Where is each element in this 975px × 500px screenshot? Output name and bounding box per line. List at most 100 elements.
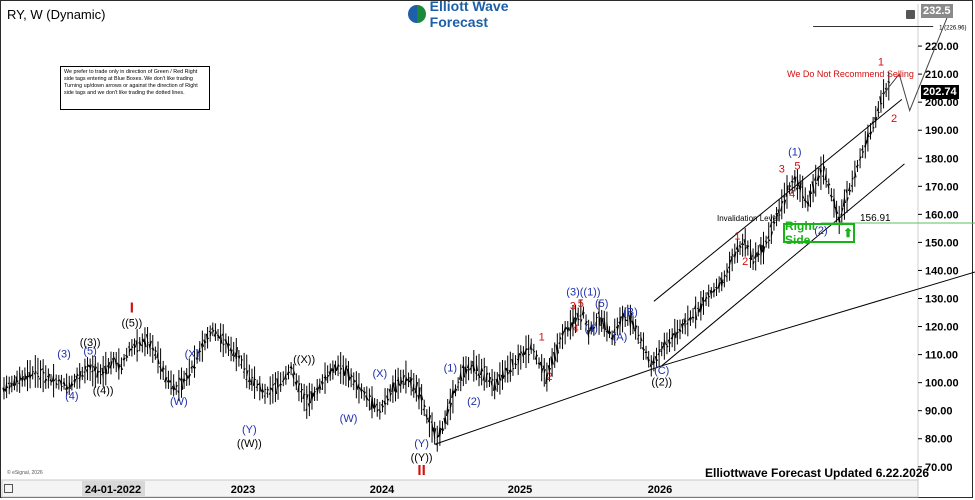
price-bar-open [51, 374, 55, 382]
price-bar-close [311, 392, 314, 401]
price-bar-close [791, 180, 794, 183]
price-bar-close [747, 245, 750, 248]
price-bar-close [473, 366, 476, 372]
price-bar-open [161, 365, 164, 373]
price-bar-close [6, 385, 9, 389]
price-bar-open [743, 239, 746, 246]
price-bar-close [716, 287, 719, 290]
price-bar-close [486, 372, 489, 375]
price-bar-close [105, 365, 108, 375]
price-bar-close [319, 384, 322, 390]
wave-label: (2) [814, 225, 827, 237]
price-bar-close [342, 367, 345, 376]
price-bar-close [379, 410, 382, 413]
price-bar-open [566, 327, 569, 331]
price-bar-close [180, 376, 184, 390]
price-bar-open [456, 385, 459, 388]
invalidation-value: 156.91 [860, 213, 891, 224]
price-bar-open [404, 378, 407, 386]
price-bar-close [55, 382, 58, 386]
price-bar-open [652, 356, 655, 365]
price-bar-close [564, 326, 567, 331]
wave-label: (A) [613, 332, 628, 344]
price-bar-open [258, 382, 261, 386]
price-bar-open [44, 378, 47, 383]
price-bar-close [353, 379, 356, 384]
wave-label: (C) [654, 365, 669, 377]
price-bar-close [468, 368, 471, 371]
wave-label: ((2)) [651, 376, 672, 388]
price-bar-close [593, 326, 596, 329]
price-bar-open [511, 358, 514, 367]
price-bar-close [559, 336, 562, 340]
price-bar-close [757, 252, 760, 256]
wave-label: 4 [573, 323, 579, 335]
y-tick-label: 190.00 [925, 125, 959, 137]
price-bar-close [165, 377, 168, 382]
price-bar-close [770, 231, 774, 237]
price-bar-open [793, 175, 796, 180]
price-bar-open [153, 353, 156, 356]
price-bar-close [627, 312, 630, 317]
price-bar-close [194, 366, 197, 369]
y-tick-label: 220.00 [925, 41, 959, 53]
price-bar-open [320, 380, 323, 386]
price-bar-open [370, 396, 373, 410]
price-bar-open [75, 375, 78, 381]
price-bar-open [453, 387, 457, 394]
price-bar-close [395, 382, 398, 393]
price-bar-close [491, 378, 494, 381]
scale-toggle-icon[interactable] [4, 484, 13, 493]
price-bar-close [478, 374, 481, 379]
price-bar-close [19, 373, 22, 381]
price-bar-open [260, 389, 263, 393]
price-bar-close [84, 365, 87, 371]
price-bar-open [4, 382, 8, 392]
price-bar-close [209, 331, 212, 337]
price-bar-open [18, 382, 21, 385]
price-bar-open [879, 96, 882, 106]
price-bar-close [669, 341, 672, 344]
price-bar-open [806, 201, 809, 205]
settings-icon[interactable] [906, 10, 915, 19]
price-bar-close [622, 312, 625, 322]
y-tick-label: 200.00 [925, 97, 959, 109]
up-arrow-icon: ⬆ [842, 226, 853, 240]
price-bar-open [88, 364, 91, 368]
price-bar-close [679, 329, 682, 332]
x-axis-band [1, 479, 919, 498]
price-bar-close [870, 131, 873, 136]
price-bar-open [159, 366, 161, 369]
price-bar-open [399, 384, 402, 387]
price-bar-open [406, 378, 409, 381]
price-bar-open [365, 395, 368, 400]
price-bar-open [519, 353, 522, 356]
price-bar-open [821, 175, 824, 178]
price-bar-open [362, 390, 365, 393]
y-tick-label: 130.00 [925, 293, 959, 305]
price-bar-open [221, 333, 224, 336]
price-bar-open [586, 330, 590, 338]
price-bar-open [464, 366, 467, 375]
price-bar-close [3, 388, 6, 392]
price-bar-close [196, 357, 199, 360]
y-tick-label: 100.00 [925, 378, 959, 390]
price-bar-close [405, 376, 408, 382]
price-bar-close [238, 355, 241, 360]
price-bar-close [705, 296, 708, 299]
price-bar-open [500, 374, 503, 381]
price-bar-open [346, 368, 350, 379]
price-bar-close [155, 350, 157, 352]
price-bar-open [78, 377, 81, 380]
price-bar-open [487, 379, 490, 382]
price-bar-open [581, 309, 584, 316]
price-bar-open [31, 373, 34, 377]
price-bar-close [447, 409, 450, 414]
price-bar-open [292, 373, 295, 380]
price-bar-close [744, 246, 747, 250]
price-bar-close [222, 343, 225, 346]
price-bar-close [228, 343, 231, 346]
price-bar-open [514, 362, 516, 365]
price-bar-open [595, 322, 597, 324]
